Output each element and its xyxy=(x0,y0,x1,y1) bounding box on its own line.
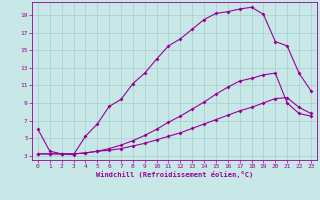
X-axis label: Windchill (Refroidissement éolien,°C): Windchill (Refroidissement éolien,°C) xyxy=(96,171,253,178)
